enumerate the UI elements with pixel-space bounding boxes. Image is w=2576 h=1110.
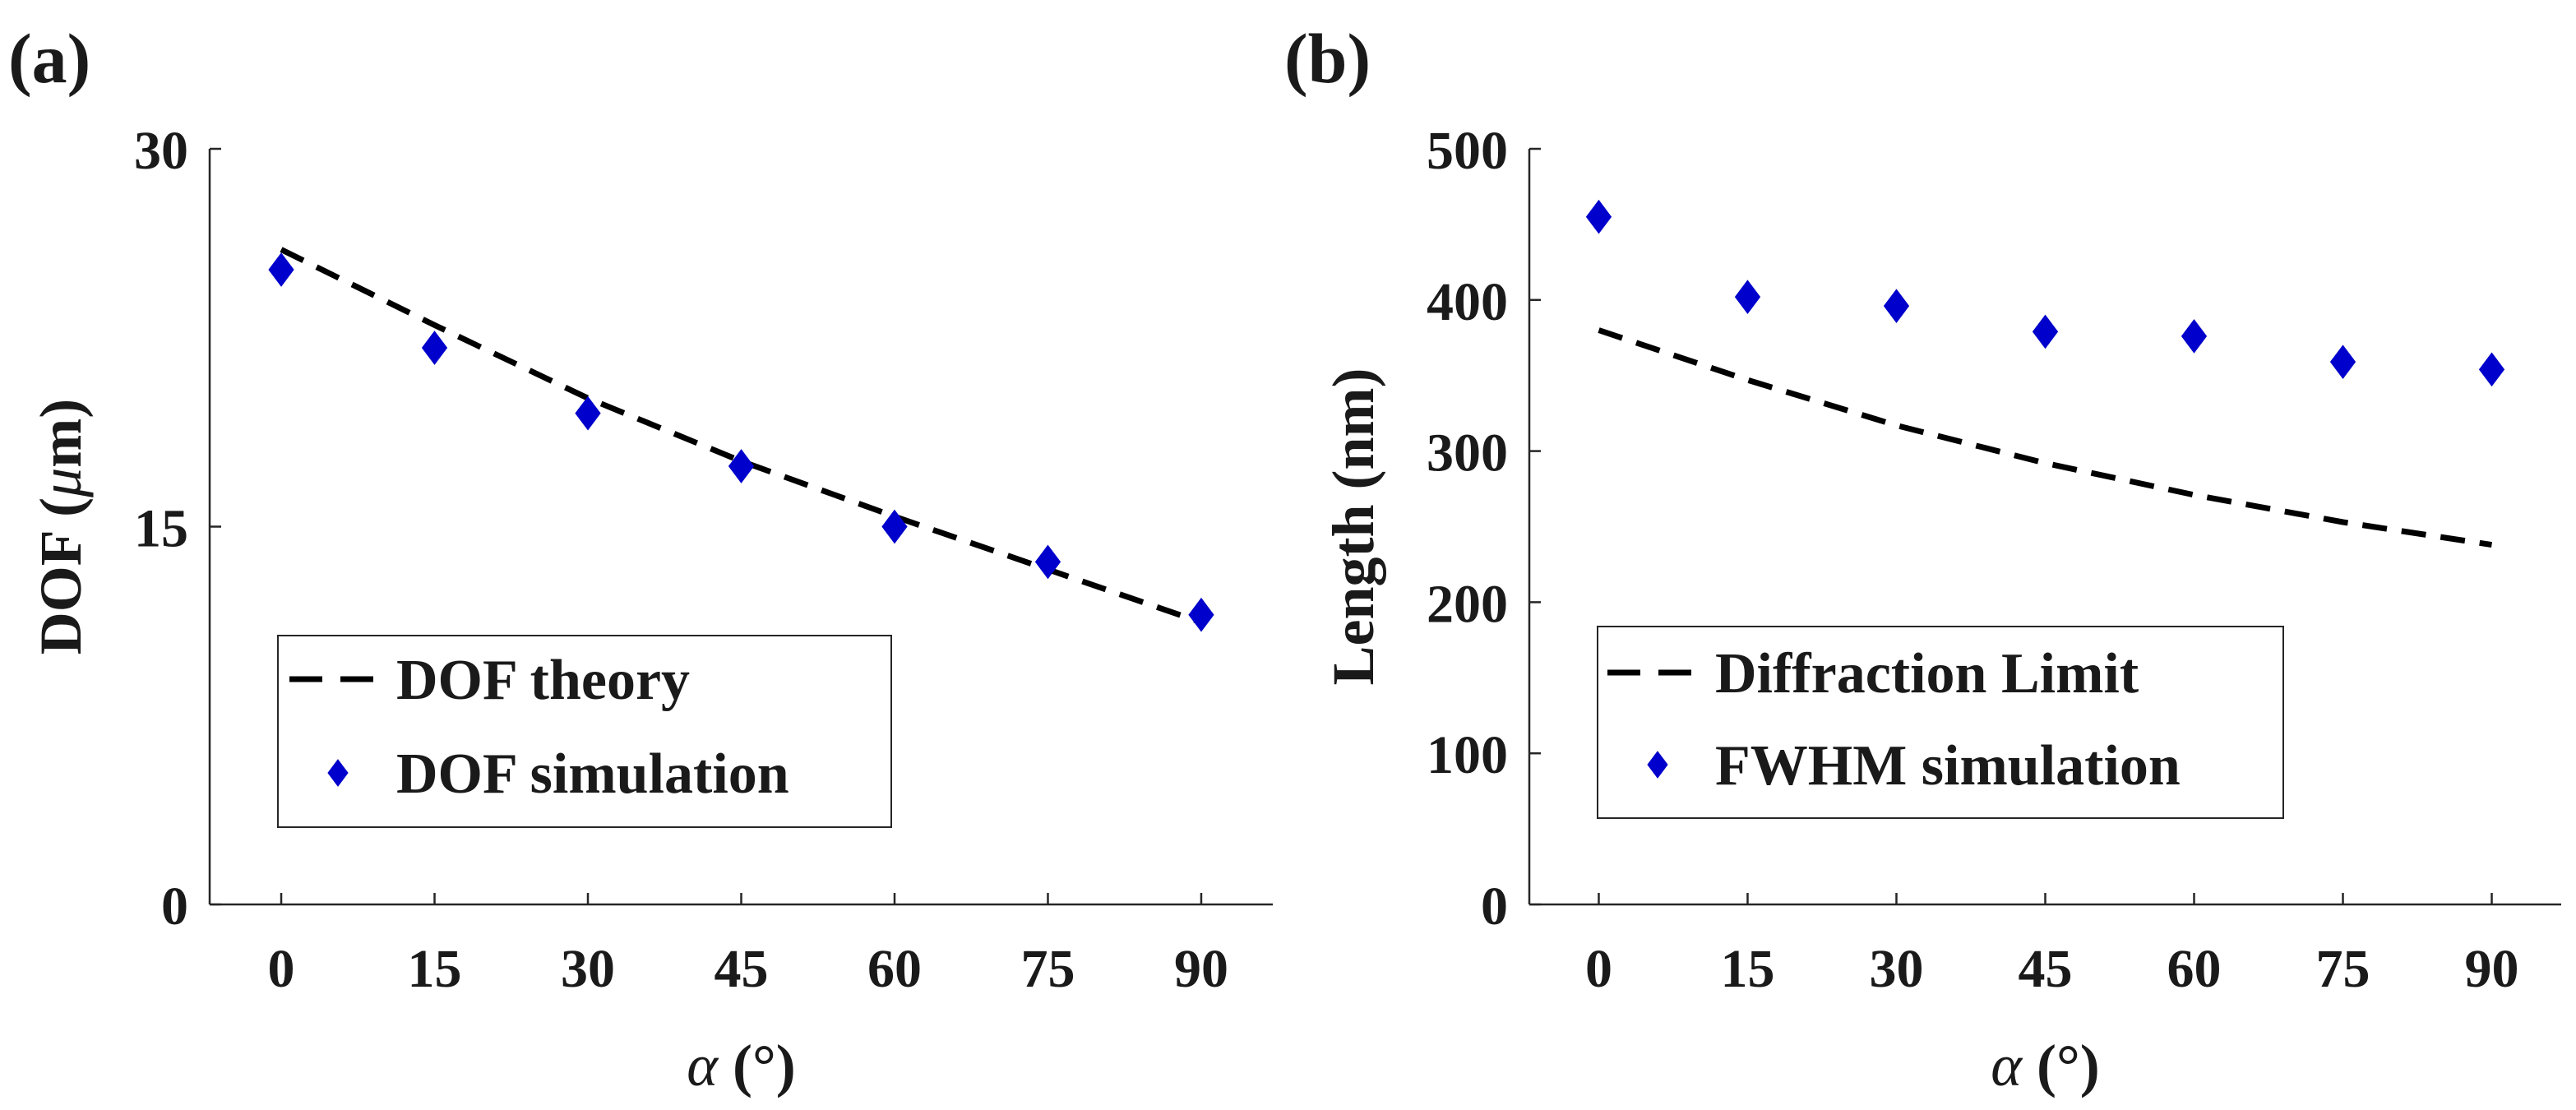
data-point xyxy=(1734,280,1761,314)
y-tick-label: 0 xyxy=(161,876,188,937)
x-tick-label: 45 xyxy=(715,939,769,999)
data-point xyxy=(1883,289,1910,323)
x-axis-label-unit: (°) xyxy=(2022,1033,2100,1098)
legend: DOF theory DOF simulation xyxy=(277,635,892,828)
data-point xyxy=(881,509,908,544)
x-tick-label: 0 xyxy=(1585,939,1612,999)
data-point xyxy=(1034,544,1061,580)
x-axis-label-symbol: α xyxy=(687,1033,719,1098)
data-point xyxy=(1585,199,1612,234)
x-axis-label-unit: (°) xyxy=(718,1033,796,1098)
y-tick-label: 300 xyxy=(1427,423,1508,483)
legend-diamond-swatch xyxy=(1647,751,1668,779)
legend-label: DOF simulation xyxy=(396,742,789,806)
legend-diamond-swatch xyxy=(327,759,349,787)
x-tick-label: 0 xyxy=(268,939,295,999)
legend-box xyxy=(277,635,892,828)
y-tick-label: 500 xyxy=(1427,121,1508,181)
y-tick-label: 15 xyxy=(134,499,188,559)
y-axis-label: Length (nm) xyxy=(1320,368,1386,685)
x-tick-label: 30 xyxy=(1869,939,1923,999)
data-point xyxy=(2478,352,2505,387)
x-tick-label: 60 xyxy=(2167,939,2222,999)
y-axis-label-prefix: DOF ( xyxy=(28,497,94,654)
panel-label: (a) xyxy=(8,19,90,98)
x-axis-label: α (°) xyxy=(687,1033,796,1098)
data-point xyxy=(2329,345,2356,379)
series-line-0 xyxy=(1598,327,2493,548)
legend-box xyxy=(1597,626,2284,819)
panel-label: (b) xyxy=(1284,19,1371,98)
legend-label: FWHM simulation xyxy=(1715,734,2181,798)
y-tick-label: 400 xyxy=(1427,272,1508,332)
chart-panel-a: (a) 0 15 30 0 15 30 45 60 75 90 α (°) DOF (μm) DOF th… xyxy=(8,19,1273,1098)
data-point xyxy=(268,252,294,287)
series-line-0 xyxy=(280,247,1203,626)
data-point xyxy=(2032,314,2059,349)
y-axis-label-suffix: m) xyxy=(28,399,94,468)
x-tick-label: 75 xyxy=(2316,939,2370,999)
data-point xyxy=(575,395,601,431)
data-point xyxy=(2181,319,2208,354)
x-tick-label: 60 xyxy=(867,939,922,999)
y-axis-label: DOF (μm) xyxy=(28,399,94,654)
y-tick-label: 30 xyxy=(134,121,188,181)
x-axis-label-symbol: α xyxy=(1991,1033,2023,1098)
x-tick-label: 15 xyxy=(408,939,462,999)
x-tick-label: 90 xyxy=(1174,939,1228,999)
x-tick-label: 15 xyxy=(1720,939,1774,999)
y-tick-label: 100 xyxy=(1427,725,1508,785)
y-tick-label: 0 xyxy=(1481,876,1508,937)
x-tick-label: 30 xyxy=(561,939,615,999)
y-axis-label-symbol: μ xyxy=(28,468,94,498)
data-point xyxy=(421,331,448,365)
data-point xyxy=(728,449,755,483)
legend-label: DOF theory xyxy=(396,649,690,712)
x-tick-label: 45 xyxy=(2019,939,2073,999)
y-tick-label: 200 xyxy=(1427,574,1508,634)
x-tick-label: 75 xyxy=(1020,939,1075,999)
legend: Diffraction Limit FWHM simulation xyxy=(1597,626,2284,819)
data-point xyxy=(1188,597,1214,632)
x-tick-label: 90 xyxy=(2465,939,2519,999)
legend-label: Diffraction Limit xyxy=(1715,642,2139,705)
chart-panel-b: (b) 0 100 200 300 400 500 0 15 30 45 60 75 90 α (°) Len… xyxy=(1284,19,2561,1098)
x-axis-label: α (°) xyxy=(1991,1033,2100,1098)
